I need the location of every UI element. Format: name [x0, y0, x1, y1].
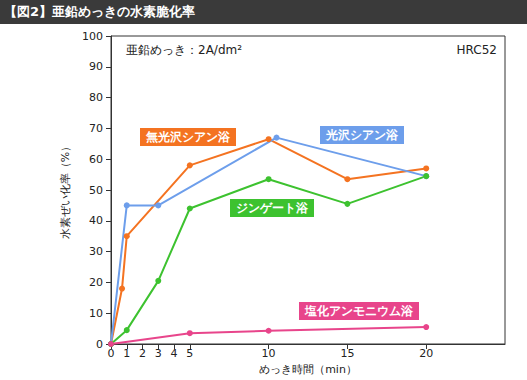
svg-text:ジンゲート浴: ジンゲート浴	[236, 201, 309, 215]
svg-text:4: 4	[171, 347, 178, 360]
svg-text:60: 60	[89, 153, 103, 166]
svg-text:10: 10	[262, 347, 276, 360]
svg-text:塩化アンモニウム浴: 塩化アンモニウム浴	[304, 304, 414, 318]
svg-text:3: 3	[155, 347, 162, 360]
svg-text:50: 50	[89, 184, 103, 197]
svg-text:20: 20	[89, 276, 103, 289]
svg-text:亜鉛めっき：2A/dm²: 亜鉛めっき：2A/dm²	[126, 43, 242, 57]
svg-text:5: 5	[186, 347, 193, 360]
svg-text:めっき時間（min）: めっき時間（min）	[259, 363, 357, 376]
svg-text:15: 15	[340, 347, 354, 360]
svg-text:100: 100	[82, 30, 103, 43]
svg-text:光沢シアン浴: 光沢シアン浴	[325, 128, 399, 142]
svg-text:10: 10	[89, 307, 103, 320]
svg-text:90: 90	[89, 60, 103, 73]
svg-text:70: 70	[89, 122, 103, 135]
svg-text:0: 0	[96, 338, 103, 351]
svg-text:2: 2	[139, 347, 146, 360]
svg-text:0: 0	[108, 347, 115, 360]
svg-text:30: 30	[89, 245, 103, 258]
svg-text:40: 40	[89, 214, 103, 227]
svg-text:80: 80	[89, 91, 103, 104]
svg-text:1: 1	[123, 347, 130, 360]
svg-text:20: 20	[419, 347, 433, 360]
svg-text:HRC52: HRC52	[457, 43, 497, 57]
svg-text:水素ぜい化率（%）: 水素ぜい化率（%）	[59, 141, 72, 239]
svg-text:【図2】亜鉛めっきの水素脆化率: 【図2】亜鉛めっきの水素脆化率	[4, 4, 195, 19]
svg-text:無光沢シアン浴: 無光沢シアン浴	[145, 130, 231, 144]
